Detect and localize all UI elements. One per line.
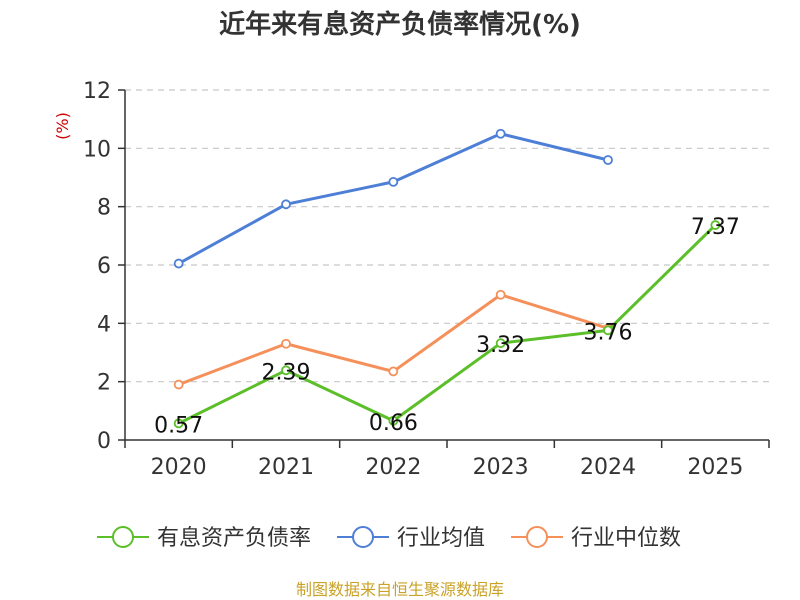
source-note: 制图数据来自恒生聚源数据库 [296,580,504,599]
data-label: 7.37 [691,215,740,240]
y-tick-label: 10 [83,137,111,162]
legend: 有息资产负债率 行业均值 行业中位数 [97,526,681,551]
data-point [495,128,506,139]
data-point [281,365,291,376]
legend-label: 行业中位数 [571,526,681,551]
x-tick-label: 2025 [687,455,743,480]
axes: 0 2 4 6 8 10 12 2020 2021 2022 2023 2024 2025 [83,79,770,480]
legend-item: 有息资产负债率 [97,526,311,551]
x-tick-label: 2023 [473,455,529,480]
legend-label: 行业均值 [397,526,485,551]
y-tick-label: 4 [97,312,111,337]
x-tick-label: 2021 [258,455,314,480]
y-axis-label: (%) [53,112,72,140]
y-tick-label: 6 [97,254,111,279]
legend-item: 行业均值 [337,526,485,551]
y-tick-label: 2 [97,371,111,396]
grid-lines [125,89,769,383]
series-line [178,223,717,425]
chart-title: 近年来有息资产负债率情况(%) [219,9,581,40]
y-tick-label: 8 [97,196,111,221]
data-point [281,199,291,210]
series-lines [173,128,721,429]
x-tick-label: 2024 [580,455,636,480]
y-tick-label: 12 [83,79,111,104]
data-point [603,155,613,165]
series-line [177,132,609,265]
x-tick-label: 2020 [151,455,207,480]
data-point [388,366,399,377]
legend-marker [526,526,549,548]
data-label: 2.39 [262,360,311,385]
data-point [173,258,184,269]
x-tick-label: 2022 [365,455,421,480]
data-labels: 0.57 2.39 0.66 3.32 3.76 7.37 [154,215,740,438]
data-point [710,220,721,230]
legend-label: 有息资产负债率 [157,526,311,551]
data-point [388,176,399,187]
legend-item: 行业中位数 [511,526,681,551]
data-label: 0.66 [369,411,418,436]
data-point [388,415,399,426]
data-label: 0.57 [154,413,203,438]
data-point [495,338,506,349]
data-point [603,325,613,336]
data-point [281,338,291,349]
data-label: 3.76 [584,320,633,345]
data-point [173,418,184,429]
data-point [495,289,506,300]
data-point [173,379,184,390]
legend-marker [352,526,375,548]
legend-marker [112,526,134,548]
data-label: 3.32 [476,333,525,358]
y-tick-label: 0 [97,429,111,454]
